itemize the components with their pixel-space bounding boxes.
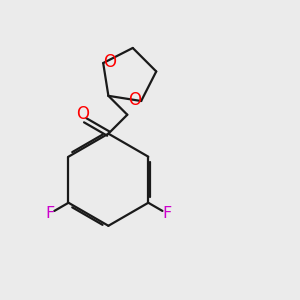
Text: O: O [103,52,116,70]
Text: F: F [163,206,172,221]
Text: O: O [76,105,89,123]
Text: F: F [45,206,54,221]
Text: O: O [128,91,141,109]
